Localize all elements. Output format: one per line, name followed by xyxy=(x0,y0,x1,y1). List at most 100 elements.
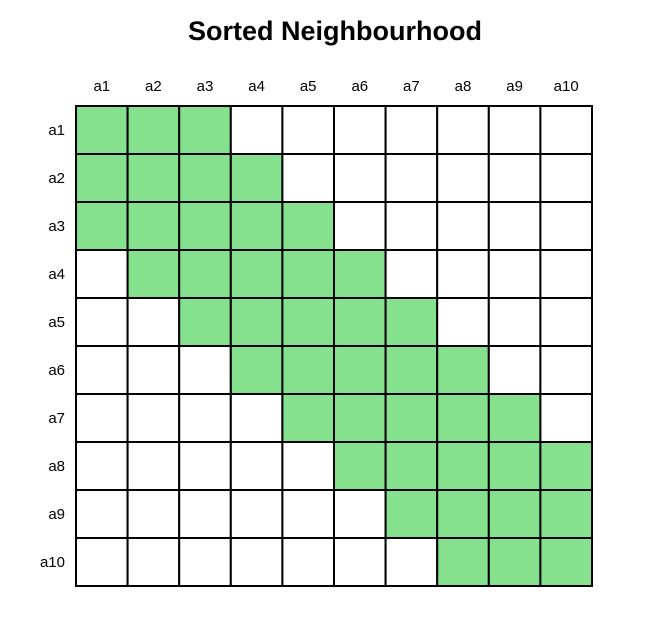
matrix-cell-filled xyxy=(281,297,335,347)
matrix-cell-empty xyxy=(178,489,232,539)
column-label: a3 xyxy=(197,78,214,95)
matrix-cell-filled xyxy=(539,441,594,491)
row-label: a1 xyxy=(48,122,65,139)
matrix-cell-empty xyxy=(75,489,129,539)
matrix-cell-filled xyxy=(229,201,284,251)
matrix-cell-empty xyxy=(75,441,129,491)
matrix-cell-empty xyxy=(539,105,594,155)
column-label: a8 xyxy=(455,78,472,95)
matrix-cell-empty xyxy=(75,537,129,587)
matrix-cell-filled xyxy=(487,393,542,443)
matrix-cell-filled xyxy=(333,393,387,443)
matrix-cell-filled xyxy=(487,489,542,539)
matrix-cell-empty xyxy=(436,297,490,347)
matrix-cell-filled xyxy=(436,393,490,443)
matrix-cell-filled xyxy=(436,441,490,491)
matrix-cell-empty xyxy=(126,489,181,539)
matrix-cell-filled xyxy=(229,249,284,299)
matrix-cell-filled xyxy=(539,489,594,539)
matrix-cell-empty xyxy=(384,249,439,299)
matrix-cell-filled xyxy=(75,153,129,203)
matrix-cell-empty xyxy=(384,201,439,251)
row-label: a2 xyxy=(48,170,65,187)
matrix-cell-filled xyxy=(384,297,439,347)
matrix-cell-empty xyxy=(178,441,232,491)
matrix-cell-empty xyxy=(126,345,181,395)
matrix-cell-filled xyxy=(281,249,335,299)
matrix-cell-empty xyxy=(281,537,335,587)
matrix-cell-empty xyxy=(487,153,542,203)
matrix-cell-filled xyxy=(487,537,542,587)
matrix-cell-empty xyxy=(229,441,284,491)
matrix-cell-empty xyxy=(75,249,129,299)
matrix-cell-filled xyxy=(75,105,129,155)
column-label: a6 xyxy=(351,78,368,95)
matrix-cell-empty xyxy=(333,489,387,539)
matrix-cell-filled xyxy=(333,441,387,491)
matrix-cell-filled xyxy=(436,489,490,539)
matrix-cell-filled xyxy=(436,537,490,587)
matrix-cell-empty xyxy=(487,249,542,299)
matrix-cell-empty xyxy=(436,249,490,299)
row-label: a5 xyxy=(48,314,65,331)
matrix-cell-filled xyxy=(126,249,181,299)
column-labels: a1 a2 a3 a4 a5 a6 a7 a8 a9 a10 xyxy=(93,78,578,95)
matrix-cell-empty xyxy=(75,393,129,443)
matrix-cell-empty xyxy=(539,297,594,347)
matrix-cell-filled xyxy=(178,297,232,347)
column-label: a9 xyxy=(506,78,523,95)
matrix-cell-empty xyxy=(178,393,232,443)
matrix-cell-empty xyxy=(539,345,594,395)
matrix-cell-empty xyxy=(384,537,439,587)
matrix-cell-filled xyxy=(126,201,181,251)
matrix-cell-filled xyxy=(281,345,335,395)
matrix-cells xyxy=(75,105,594,587)
matrix-cell-empty xyxy=(384,153,439,203)
matrix-cell-empty xyxy=(126,297,181,347)
matrix-cell-empty xyxy=(75,345,129,395)
matrix-cell-filled xyxy=(384,489,439,539)
matrix-cell-empty xyxy=(229,537,284,587)
matrix-cell-empty xyxy=(539,393,594,443)
matrix-cell-empty xyxy=(333,153,387,203)
matrix-cell-empty xyxy=(539,249,594,299)
matrix-cell-filled xyxy=(384,393,439,443)
matrix-cell-empty xyxy=(333,105,387,155)
matrix-cell-empty xyxy=(487,297,542,347)
row-labels: a1 a2 a3 a4 a5 a6 a7 a8 a9 a10 xyxy=(40,122,65,571)
row-label: a4 xyxy=(48,266,65,283)
diagram-title: Sorted Neighbourhood xyxy=(188,16,482,46)
matrix-cell-empty xyxy=(75,297,129,347)
matrix-cell-empty xyxy=(178,537,232,587)
column-label: a1 xyxy=(93,78,110,95)
matrix-cell-empty xyxy=(126,393,181,443)
column-label: a7 xyxy=(403,78,420,95)
matrix-cell-filled xyxy=(539,537,594,587)
matrix-cell-empty xyxy=(384,105,439,155)
column-label: a10 xyxy=(554,78,579,95)
matrix-cell-filled xyxy=(436,345,490,395)
matrix-cell-empty xyxy=(436,153,490,203)
matrix-cell-empty xyxy=(333,201,387,251)
matrix-cell-filled xyxy=(333,297,387,347)
matrix-cell-filled xyxy=(384,345,439,395)
matrix-cell-filled xyxy=(487,441,542,491)
matrix-cell-empty xyxy=(436,201,490,251)
column-label: a4 xyxy=(248,78,265,95)
matrix-cell-empty xyxy=(281,441,335,491)
matrix-cell-filled xyxy=(126,153,181,203)
matrix-cell-empty xyxy=(487,201,542,251)
matrix-cell-filled xyxy=(178,153,232,203)
matrix-cell-empty xyxy=(539,153,594,203)
matrix-cell-empty xyxy=(436,105,490,155)
matrix-cell-empty xyxy=(281,489,335,539)
matrix-cell-filled xyxy=(281,393,335,443)
matrix-cell-filled xyxy=(229,297,284,347)
row-label: a9 xyxy=(48,506,65,523)
matrix-cell-empty xyxy=(126,537,181,587)
matrix-cell-filled xyxy=(178,105,232,155)
column-label: a2 xyxy=(145,78,162,95)
row-label: a8 xyxy=(48,458,65,475)
matrix-cell-empty xyxy=(229,105,284,155)
